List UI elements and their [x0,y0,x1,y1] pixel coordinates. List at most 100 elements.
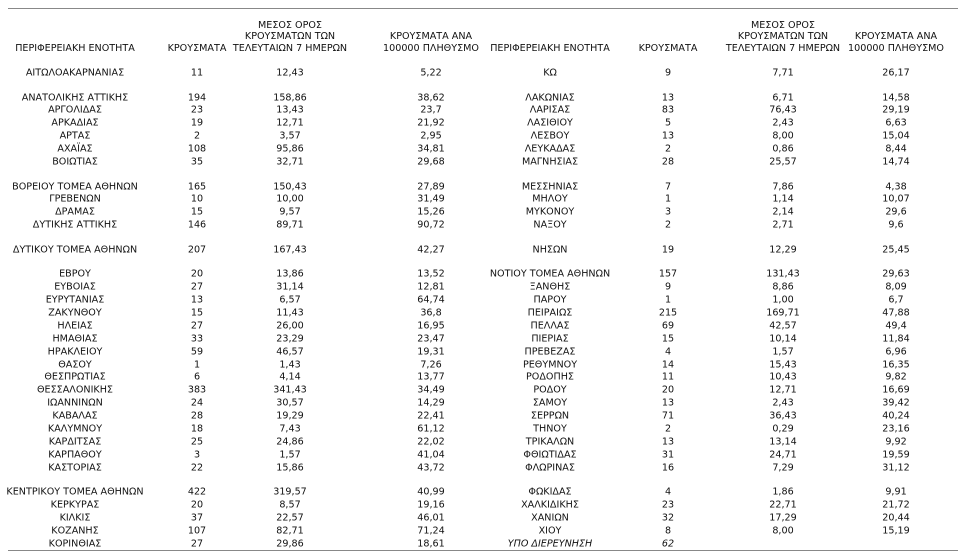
region-name: ΣΑΜΟΥ [532,397,568,409]
seven-day-average: 2,43 [772,397,794,409]
header-seven-day-average: ΜΕΣΟΣ ΟΡΟΣ ΚΡΟΥΣΜΑΤΩΝ ΤΩΝ ΤΕΛΕΥΤΑΙΩΝ 7 Η… [725,19,841,54]
region-name: ΜΗΛΟΥ [532,193,568,205]
region-name: ΝΟΤΙΟΥ ΤΟΜΕΑ ΑΘΗΝΩΝ [489,268,611,280]
cases: 4 [664,486,672,498]
seven-day-average: 167,43 [273,244,307,256]
region-name: ΧΙΟΥ [538,525,562,537]
cases-per-100000: 16,95 [417,320,445,332]
region-name: ΛΑΚΩΝΙΑΣ [525,92,575,103]
cases: 83 [661,104,675,116]
cases-per-100000: 41,04 [417,449,445,461]
cases-per-100000: 29,6 [885,206,907,218]
cases-per-100000: 12,81 [417,281,445,293]
region-name: ΛΕΥΚΑΔΑΣ [524,143,576,155]
cases: 20 [661,384,675,396]
cases-per-100000: 6,63 [885,117,907,129]
region-name: ΒΟΙΩΤΙΑΣ [52,156,98,168]
cases: 23 [661,499,675,511]
seven-day-average: 1,43 [279,359,301,370]
cases: 108 [187,143,207,155]
cases: 165 [187,181,207,192]
cases: 31 [661,449,675,461]
cases: 9 [664,67,672,79]
cases-per-100000: 13,77 [417,371,445,383]
cases: 19 [190,117,204,129]
seven-day-average: 9,57 [279,206,301,218]
region-name: ΕΒΡΟΥ [59,268,91,280]
cases: 32 [661,512,675,524]
region-name: ΤΡΙΚΑΛΩΝ [525,436,575,448]
cases-per-100000: 42,27 [417,244,445,256]
cases: 69 [661,320,675,332]
seven-day-average: 2,71 [772,219,794,231]
seven-day-average: 32,71 [276,156,304,168]
cases-per-100000: 15,26 [417,206,445,218]
cases-per-100000: 18,61 [417,538,445,550]
region-name: ΤΗΝΟΥ [533,423,567,435]
region-name: ΚΟΖΑΝΗΣ [51,525,99,537]
cases: 24 [190,397,204,409]
cases: 194 [187,92,207,103]
cases-per-100000: 40,24 [882,410,910,422]
seven-day-average: 8,00 [772,525,794,537]
region-name: ΛΕΣΒΟΥ [530,130,570,142]
region-name: ΦΘΙΩΤΙΔΑΣ [523,449,577,461]
seven-day-average: 12,71 [769,384,797,396]
cases: 9 [664,281,672,293]
seven-day-average: 7,71 [772,67,794,79]
cases: 215 [658,307,678,319]
cases-per-100000: 34,49 [417,384,445,396]
cases-per-100000: 23,47 [417,333,445,345]
cases: 13 [661,92,675,103]
cases: 422 [187,486,207,498]
region-name: ΘΕΣΠΡΩΤΙΑΣ [44,371,106,383]
region-name: ΥΠΟ ΔΙΕΡΕΥΝΗΣΗ [507,538,593,550]
top-rule [8,8,958,9]
seven-day-average: 10,14 [769,333,797,345]
region-name: ΠΡΕΒΕΖΑΣ [524,346,576,358]
cases-per-100000: 11,84 [882,333,910,345]
cases: 27 [190,281,204,293]
cases: 25 [190,436,204,448]
seven-day-average: 19,29 [276,410,304,422]
region-name: ΚΟΡΙΝΘΙΑΣ [48,538,102,550]
seven-day-average: 1,57 [772,346,794,358]
cases: 3 [664,206,672,218]
cases: 23 [190,104,204,116]
seven-day-average: 11,43 [276,307,304,319]
region-name: ΚΑΣΤΟΡΙΑΣ [48,462,102,474]
cases-per-100000: 8,09 [885,281,907,293]
header-cases-per-100000: ΚΡΟΥΣΜΑΤΑ ΑΝΑ 100000 ΠΛΗΘΥΣΜΟ [848,31,944,54]
seven-day-average: 15,86 [276,462,304,474]
bottom-rule [8,550,958,551]
cases-per-100000: 13,52 [417,268,445,280]
region-name: ΦΩΚΙΔΑΣ [528,486,572,498]
region-name: ΑΡΤΑΣ [59,130,91,142]
region-name: ΑΧΑΪΑΣ [57,143,93,155]
header-cases-per-100000: ΚΡΟΥΣΜΑΤΑ ΑΝΑ 100000 ΠΛΗΘΥΣΜΟ [383,31,479,54]
cases-per-100000: 21,72 [882,499,910,511]
cases-per-100000: 23,7 [420,104,442,116]
seven-day-average: 13,14 [769,436,797,448]
region-name: ΗΡΑΚΛΕΙΟΥ [47,346,103,358]
cases-per-100000: 7,26 [420,359,442,370]
region-name: ΜΥΚΟΝΟΥ [525,206,575,218]
seven-day-average: 23,29 [276,333,304,345]
cases-per-100000: 20,44 [882,512,910,524]
seven-day-average: 150,43 [273,181,307,192]
cases-per-100000: 9,91 [885,486,907,498]
region-name: ΖΑΚΥΝΘΟΥ [48,307,102,319]
seven-day-average: 8,86 [772,281,794,293]
cases: 1 [664,294,672,306]
seven-day-average: 1,86 [772,486,794,498]
seven-day-average: 3,57 [279,130,301,142]
cases: 11 [661,371,675,383]
cases-per-100000: 61,12 [417,423,445,435]
seven-day-average: 2,14 [772,206,794,218]
seven-day-average: 341,43 [273,384,307,396]
seven-day-average: 12,29 [769,244,797,256]
cases-per-100000: 25,45 [882,244,910,256]
cases: 2 [193,130,201,142]
seven-day-average: 12,43 [276,67,304,79]
region-name: ΠΑΡΟΥ [533,294,567,306]
